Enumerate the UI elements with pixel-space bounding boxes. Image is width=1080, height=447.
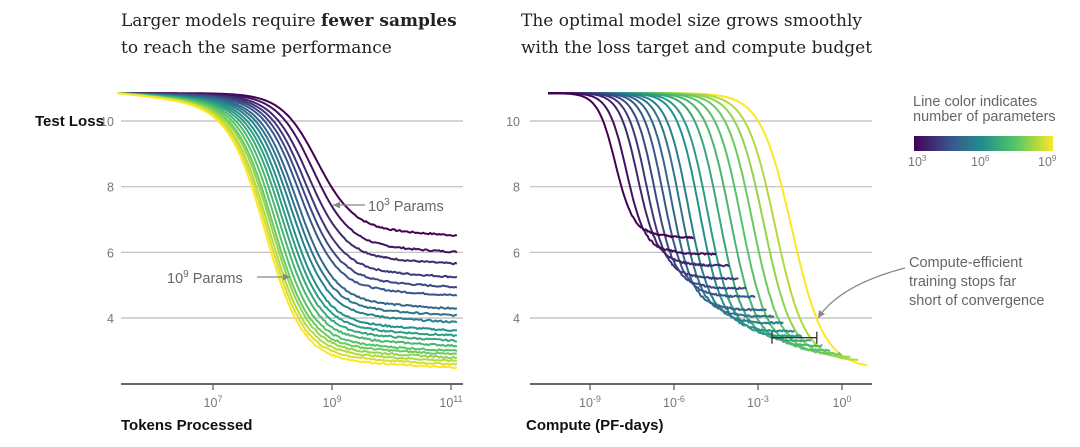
curved-arrow-icon [817,267,906,319]
colorbar-legend: Line color indicates number of parameter… [908,94,1057,169]
loss-curve [548,92,717,257]
loss-curve [548,92,823,348]
right-title-line1: The optimal model size grows smoothly [521,11,863,31]
y-tick-label: 4 [107,312,114,326]
y-axis-label: Test Loss [35,113,104,130]
colorbar-tick-min: 103 [908,154,927,169]
left-title-line1: Larger models require fewer samples [121,8,457,35]
colorbar-title-line2: number of parameters [913,109,1056,125]
y-tick-label: 10 [100,115,114,129]
left-gridlines: 10 8 6 4 [100,115,463,326]
annotation-small-model-label: 103 Params [368,197,444,215]
left-curves [117,92,458,370]
loss-curve [548,92,868,367]
annotation-large-model-label: 109 Params [167,269,243,287]
x-tick-label: 100 [833,394,852,410]
y-tick-label: 8 [513,181,520,195]
loss-curve [548,92,842,356]
right-title-line2: with the loss target and compute budget [521,38,873,58]
x-tick-label: 10-3 [747,394,769,410]
left-panel-title: Larger models require fewer samples to r… [121,8,457,62]
right-panel-title: The optimal model size grows smoothly wi… [521,8,872,62]
annotation-small-model: 103 Params [333,197,444,215]
y-tick-label: 8 [107,181,114,195]
y-tick-label: 4 [513,312,520,326]
x-tick-label: 10-6 [663,394,685,410]
tokens-chart: 10 8 6 4 107 109 1011 Test Loss Tokens Proces… [35,92,463,434]
x-tick-label: 109 [323,394,342,410]
loss-curve [117,92,457,370]
right-x-axis-label: Compute (PF-days) [526,417,664,434]
convergence-annotation: Compute-efficient training stops far sho… [909,255,1044,309]
loss-curve [548,92,795,333]
colorbar-tick-max: 109 [1038,154,1057,169]
right-curves [548,92,868,367]
right-x-ticks: 10-9 10-6 10-3 100 [579,384,851,410]
left-title-line2: to reach the same performance [121,38,392,58]
left-x-ticks: 107 109 1011 [204,384,463,410]
left-x-axis-label: Tokens Processed [121,417,252,434]
x-tick-label: 1011 [439,394,462,410]
x-tick-label: 107 [204,394,223,410]
x-tick-label: 10-9 [579,394,601,410]
annotation-large-model: 109 Params [167,269,290,287]
loss-curve [548,92,694,240]
y-tick-label: 10 [506,115,520,129]
colorbar-tick-mid: 106 [971,154,990,169]
right-gridlines: 10 8 6 4 [506,115,872,326]
left-title-text: Larger models require [121,11,321,31]
loss-curve [117,92,458,266]
left-title-bold: fewer samples [320,11,457,31]
colorbar-title-line1: Line color indicates [913,94,1037,110]
y-tick-label: 6 [513,246,520,260]
loss-curve [548,92,730,268]
colorbar [914,136,1053,151]
compute-efficient-bracket [771,331,818,344]
loss-curve [548,92,775,319]
y-tick-label: 6 [107,246,114,260]
